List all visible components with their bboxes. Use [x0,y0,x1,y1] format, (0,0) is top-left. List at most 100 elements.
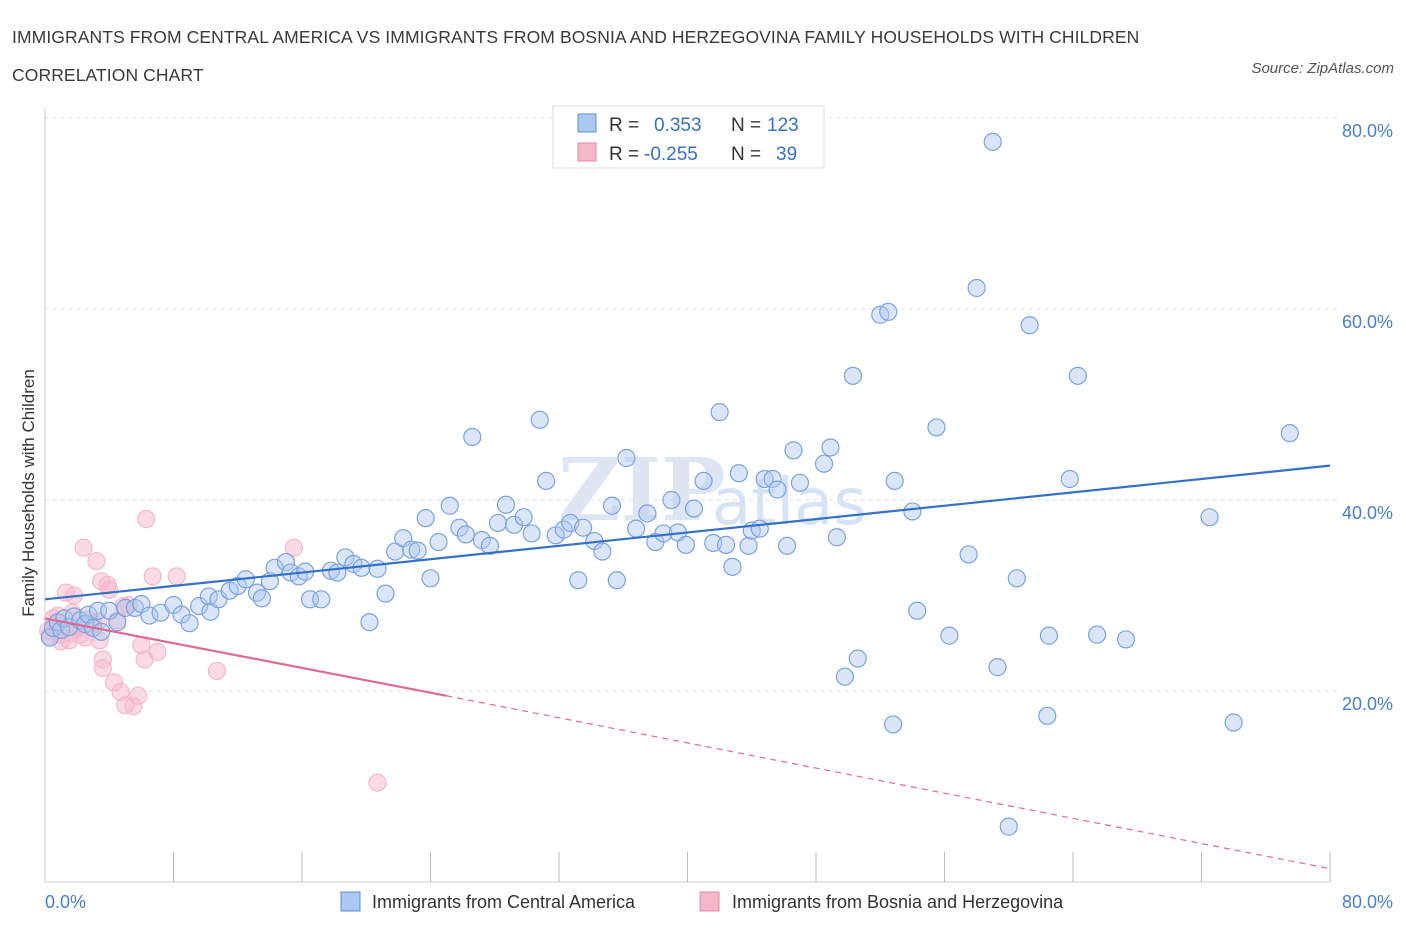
point-central-america-106 [848,649,867,668]
point-central-america-62 [496,495,516,514]
point-central-america-63 [504,515,524,534]
point-central-america-119 [999,817,1018,836]
point-central-america-23 [190,596,209,616]
stats-legend-n-value-pink: 39 [776,144,797,165]
point-central-america-78 [626,519,646,538]
trend-lines [44,464,1331,870]
trend-line-bosnia-dashed [446,695,1331,870]
point-central-america-92 [739,536,758,555]
watermark: ZIP atlas [558,440,867,541]
point-central-america-60 [480,536,500,555]
point-bosnia-36 [129,686,148,705]
point-central-america-72 [573,518,593,537]
grid-lines [45,117,1338,692]
point-central-america-86 [694,471,713,490]
point-bosnia-45 [368,773,387,792]
point-central-america-100 [790,473,810,492]
point-central-america-127 [1116,630,1136,649]
point-central-america-99 [784,441,803,460]
point-central-america-117 [983,132,1002,151]
stats-legend-swatch-blue [577,113,597,133]
point-central-america-112 [908,601,927,620]
point-central-america-88 [710,403,729,422]
point-bosnia-40 [143,567,162,586]
point-central-america-18 [140,606,159,625]
point-central-america-45 [360,613,379,632]
trend-line-bosnia-solid [44,617,447,697]
point-central-america-56 [450,518,469,537]
point-central-america-41 [328,563,347,582]
bottom-legend: Immigrants from Central America Immigran… [340,891,1064,912]
bottom-legend-label-blue: Immigrants from Central America [372,892,636,912]
point-central-america-55 [440,496,459,515]
point-central-america-48 [386,542,405,561]
point-central-america-47 [376,584,395,603]
point-central-america-111 [903,502,922,521]
point-central-america-67 [537,471,556,490]
point-central-america-110 [885,471,904,490]
stats-legend-r-label-pink: R = [609,144,639,165]
point-central-america-82 [662,490,681,510]
x-tick-labels: 0.0% 80.0% [45,892,1393,912]
stats-legend-r-value-blue: 0.353 [654,115,702,136]
stats-legend-n-label-pink: N = [731,144,761,165]
point-central-america-116 [967,278,986,298]
point-central-america-118 [988,658,1007,677]
point-central-america-122 [1038,706,1057,725]
bottom-legend-label-pink: Immigrants from Bosnia and Herzegovina [732,892,1064,912]
point-central-america-114 [940,626,959,645]
x-tick-label-1: 80.0% [1342,892,1393,912]
point-central-america-89 [716,535,736,554]
watermark-zip: ZIP [558,440,726,541]
point-central-america-130 [1280,424,1299,443]
axes [44,108,1331,883]
point-central-america-53 [421,569,440,588]
point-central-america-50 [402,540,421,559]
point-central-america-54 [429,532,448,552]
y-tick-labels: 20.0% 40.0% 60.0% 80.0% [1342,121,1393,714]
point-central-america-46 [368,559,387,578]
point-central-america-121 [1020,316,1039,335]
point-central-america-84 [676,535,695,554]
y-tick-label-2: 60.0% [1342,312,1393,332]
point-central-america-77 [617,448,636,468]
y-tick-label-0: 20.0% [1342,694,1393,714]
point-central-america-94 [750,519,769,538]
point-bosnia-42 [167,567,186,586]
point-bosnia-21 [87,552,106,571]
point-central-america-101 [814,454,834,473]
point-central-america-85 [684,499,704,518]
point-central-america-22 [180,614,199,633]
point-bosnia-41 [148,642,167,661]
point-central-america-123 [1039,626,1059,645]
stats-legend-swatch-pink [577,142,597,162]
stats-legend-n-value-blue: 123 [767,115,799,136]
point-central-america-129 [1224,713,1243,732]
point-central-america-12 [92,622,111,641]
point-bosnia-26 [93,658,112,678]
point-central-america-102 [821,438,840,457]
point-central-america-58 [463,427,482,447]
trend-line-central-america [44,464,1331,601]
point-central-america-105 [843,366,863,385]
point-bosnia-16 [74,538,93,557]
x-tick-label-0: 0.0% [45,892,86,912]
point-central-america-30 [247,583,267,602]
point-central-america-97 [768,480,787,499]
point-central-america-69 [554,520,573,539]
point-central-america-126 [1087,625,1107,644]
point-central-america-65 [522,524,541,543]
stats-legend-r-value-pink: -0.255 [644,144,698,165]
point-central-america-9 [79,605,98,624]
point-central-america-96 [763,469,782,489]
point-central-america-120 [1007,569,1026,588]
point-central-america-64 [514,508,533,527]
bottom-legend-swatch-pink [699,891,720,912]
point-bosnia-39 [137,509,156,529]
point-central-america-128 [1200,508,1219,527]
point-central-america-39 [312,590,331,609]
point-central-america-124 [1060,469,1079,489]
point-bosnia-43 [207,661,226,681]
point-central-america-91 [729,464,749,483]
